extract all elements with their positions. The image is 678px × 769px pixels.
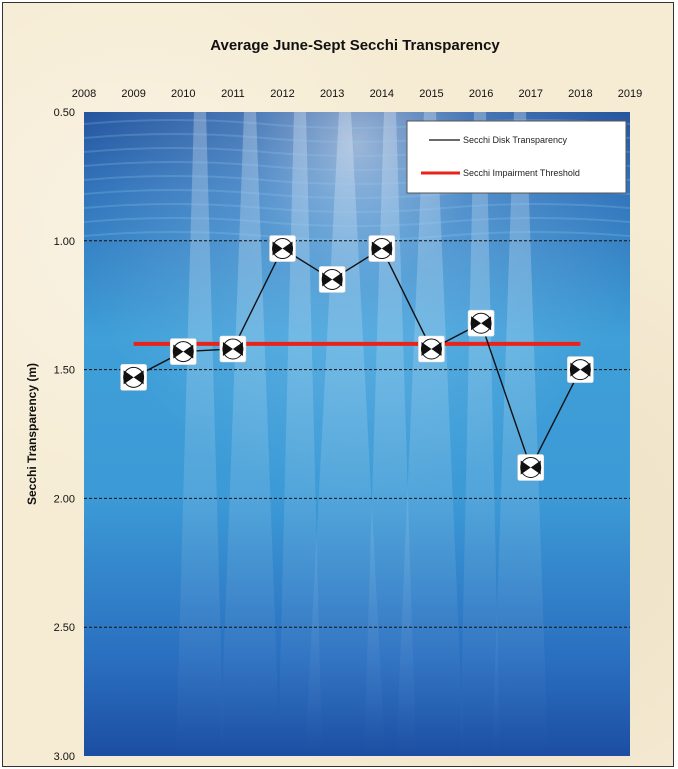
surface-ripple [84,217,630,227]
data-point-marker [517,454,545,481]
marker-wedge-right [431,341,442,356]
chart-title: Average June-Sept Secchi Transparency [210,37,500,54]
marker-wedge-left [173,344,184,359]
y-axis-ticks: 0.50 1.00 1.50 2.00 2.50 3.00 [54,107,75,763]
data-point-marker [269,235,296,262]
x-tick-label: 2014 [370,88,394,100]
series-layer [120,235,594,481]
x-tick-label: 2013 [320,88,344,100]
surface-ripple [84,119,630,129]
marker-wedge-left [272,241,283,256]
x-axis-ticks: 2008 2009 2010 2011 2012 2013 2014 2015 2016 2017… [72,88,642,100]
x-tick-label: 2008 [72,88,96,100]
marker-wedge-right [481,316,492,331]
y-tick-label: 0.50 [54,107,75,119]
y-tick-label: 1.50 [54,365,75,377]
marker-wedge-left [322,272,333,287]
legend-box [406,120,627,194]
data-point-marker [169,338,197,365]
x-tick-label: 2016 [469,88,493,100]
grid-lines [84,240,630,628]
data-point-marker [467,309,495,337]
data-point-marker [318,266,346,293]
x-tick-label: 2012 [270,88,294,100]
x-tick-label: 2009 [121,88,145,100]
x-tick-label: 2015 [419,88,443,100]
data-point-marker [219,335,247,363]
x-tick-label: 2019 [618,88,642,100]
marker-wedge-right [232,341,243,356]
y-tick-label: 2.00 [54,493,75,505]
marker-wedge-left [371,241,382,256]
x-tick-label: 2010 [171,88,195,100]
data-point-marker [567,356,594,383]
marker-wedge-right [381,241,392,256]
marker-wedge-left [222,341,233,356]
data-point-marker [418,335,445,363]
data-point-marker [120,364,147,391]
x-tick-label: 2018 [568,88,592,100]
y-tick-label: 2.50 [54,622,75,634]
x-tick-label: 2017 [518,88,542,100]
marker-wedge-left [123,370,134,385]
marker-wedge-right [332,272,343,287]
data-point-marker [368,235,396,262]
surface-ripple [84,231,630,241]
legend: Secchi Disk Transparency Secchi Impairme… [406,120,627,194]
plot-background [84,112,630,756]
marker-wedge-left [520,460,531,475]
legend-label-threshold: Secchi Impairment Threshold [463,168,580,178]
marker-wedge-left [570,362,581,377]
marker-wedge-right [580,362,591,377]
marker-wedge-right [133,370,144,385]
surface-ripple [84,203,630,213]
marker-wedge-left [471,316,482,331]
sunlight-glow [84,112,630,756]
legend-label-secchi-disk: Secchi Disk Transparency [463,135,568,145]
y-tick-label: 1.00 [54,236,75,248]
x-tick-label: 2011 [221,88,245,100]
marker-wedge-right [282,241,293,256]
transparency-line [133,247,581,470]
y-tick-label: 3.00 [54,751,75,763]
y-axis-label: Secchi Transparency (m) [25,363,39,505]
marker-wedge-right [183,344,194,359]
marker-wedge-right [530,460,541,475]
marker-wedge-left [421,341,432,356]
